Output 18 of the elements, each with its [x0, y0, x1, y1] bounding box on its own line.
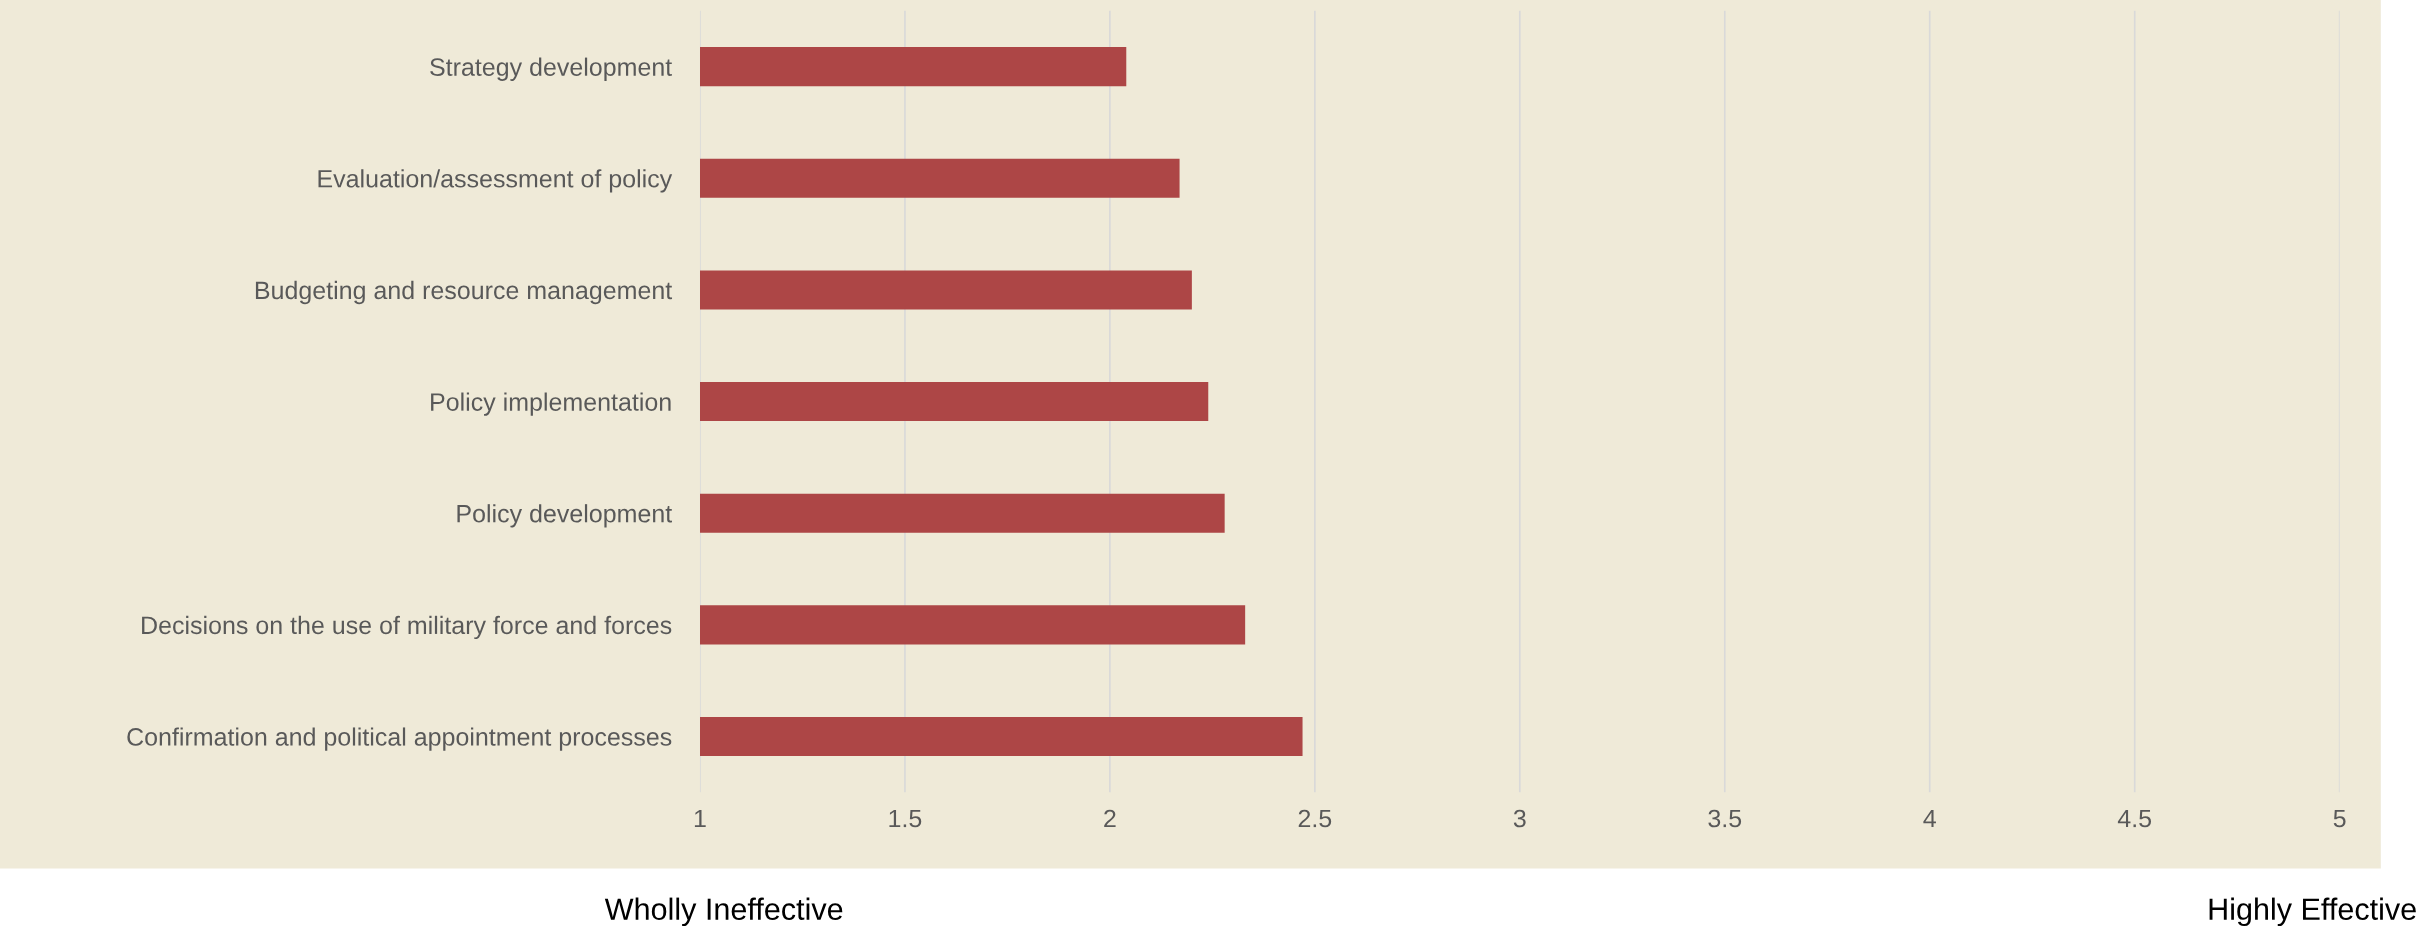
x-tick-label: 3.5 — [1708, 809, 1742, 828]
y-tick-label: Decisions on the use of military force and forces — [142, 615, 672, 640]
x-tick-label: 1.5 — [889, 809, 922, 828]
x-tick-label: 4 — [1923, 809, 1936, 828]
y-tick-label: Strategy development — [430, 57, 673, 81]
text: Wholly Ineffective — [604, 897, 843, 927]
text: Highly Effective — [2209, 897, 2416, 927]
y-tick-label: Policy implementation — [431, 392, 671, 416]
x-tick-label: 2 — [1104, 809, 1116, 828]
x-tick-label: 4.5 — [2117, 809, 2152, 828]
x-tick-label: 5 — [2333, 809, 2346, 828]
y-tick-label: Evaluation/assessment of policy — [318, 169, 673, 193]
y-tick-label: Budgeting and resource management — [255, 280, 673, 305]
y-tick-label: Confirmation and political appointment processes — [127, 727, 672, 751]
x-tick-label: 2.5 — [1298, 809, 1332, 828]
x-tick-label: 3 — [1513, 809, 1526, 828]
y-tick-label: Policy development — [457, 504, 673, 528]
x-tick-label: 1 — [694, 809, 706, 828]
